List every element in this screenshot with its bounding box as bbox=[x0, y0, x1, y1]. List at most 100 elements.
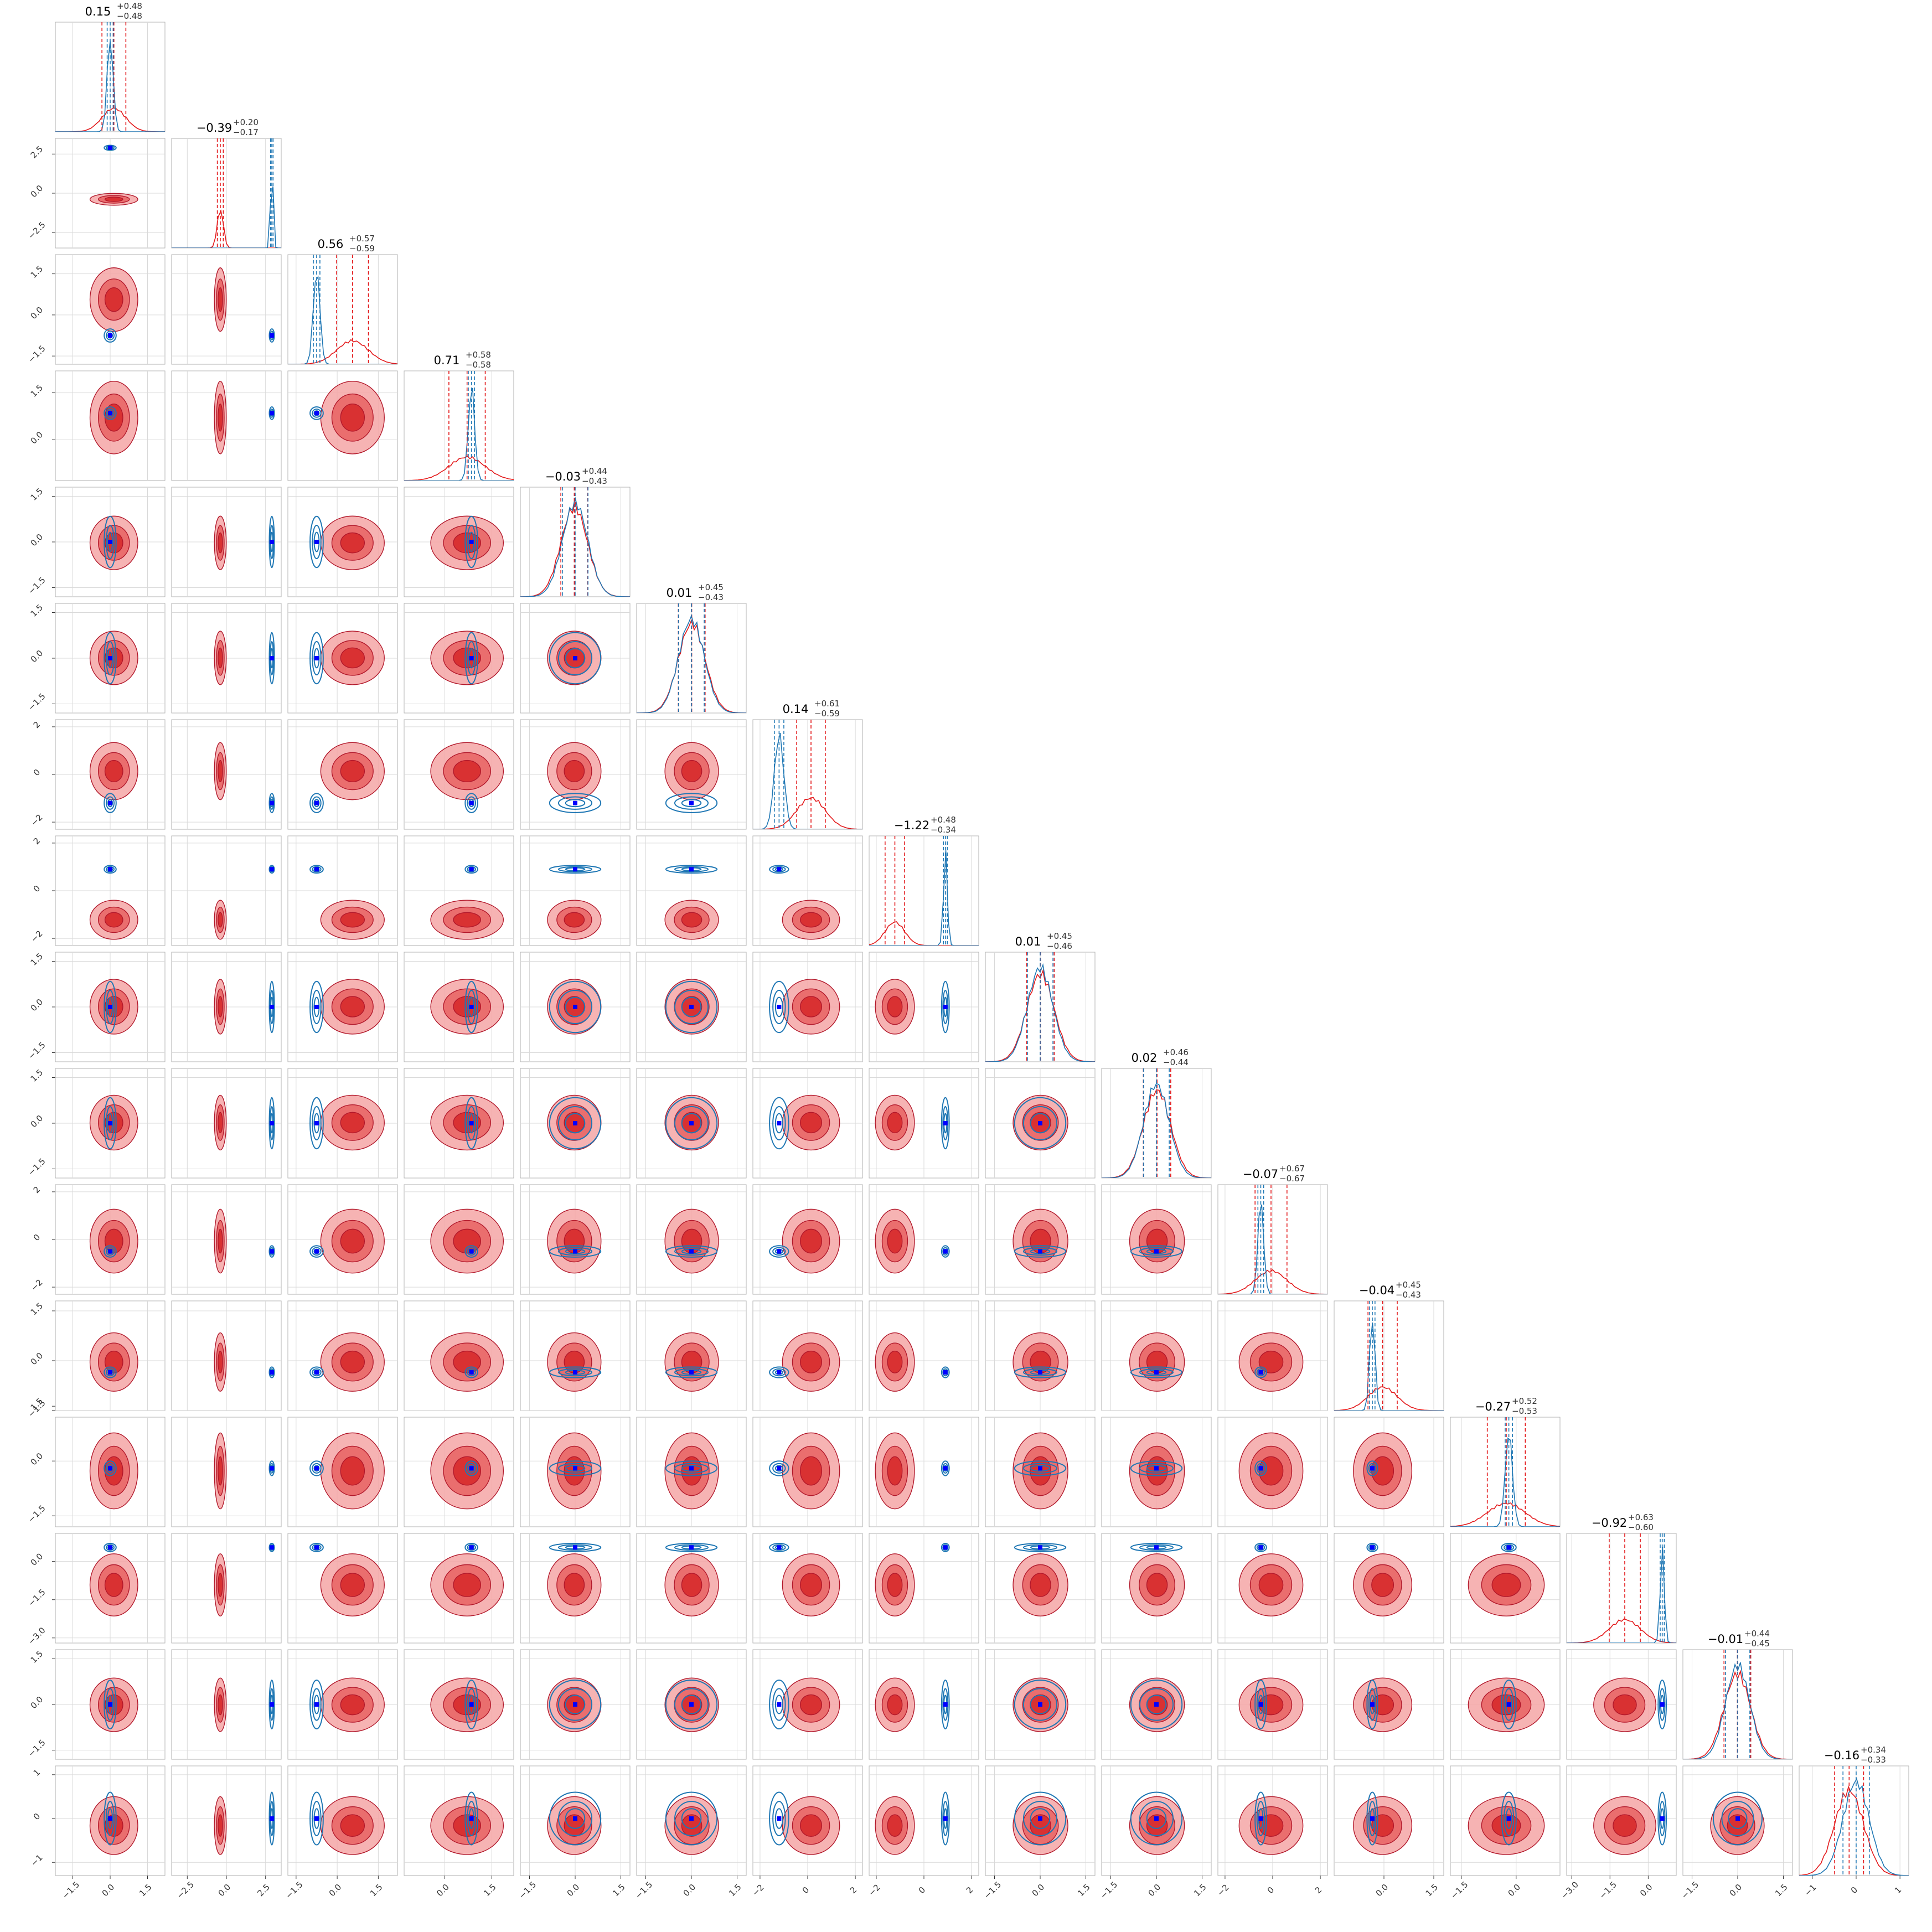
contour-panel bbox=[636, 1417, 747, 1527]
panel-content bbox=[869, 1417, 979, 1527]
panel-content bbox=[1218, 1185, 1327, 1294]
contour-blue bbox=[941, 1460, 950, 1476]
panel-content bbox=[1450, 1417, 1560, 1527]
contour-blue bbox=[313, 410, 320, 416]
contour-red bbox=[887, 1456, 903, 1486]
panel-content bbox=[1334, 1533, 1444, 1643]
contour-blue bbox=[107, 1465, 113, 1472]
panel-content bbox=[288, 603, 397, 713]
contour-blue bbox=[268, 1680, 275, 1729]
panel-title: −0.27 bbox=[1475, 1400, 1511, 1413]
panel-content bbox=[1334, 1417, 1444, 1527]
contour-panel bbox=[55, 1765, 166, 1876]
contour-panel bbox=[171, 1417, 282, 1527]
contour-blue bbox=[557, 796, 593, 810]
true-value-marker bbox=[108, 867, 112, 872]
contour-blue bbox=[1254, 1542, 1267, 1552]
y-tick-label: 0.0 bbox=[29, 183, 45, 200]
contour-blue bbox=[464, 980, 478, 1034]
panel-content bbox=[55, 1650, 165, 1759]
panel-content bbox=[869, 1766, 979, 1876]
contour-blue bbox=[104, 865, 117, 874]
contour-panel bbox=[55, 603, 166, 714]
contour-blue bbox=[309, 1680, 324, 1729]
contour-blue bbox=[1146, 1695, 1167, 1714]
true-value-marker bbox=[270, 1545, 275, 1550]
contour-blue bbox=[1256, 1688, 1265, 1721]
contour-blue bbox=[549, 980, 602, 1034]
contour-blue bbox=[105, 1801, 115, 1836]
contour-blue bbox=[467, 989, 476, 1025]
true-value-marker bbox=[469, 1249, 474, 1254]
contour-blue bbox=[104, 1366, 117, 1378]
histogram-panel bbox=[520, 487, 631, 597]
hist-blue bbox=[1567, 1547, 1676, 1643]
contour-blue bbox=[1366, 1791, 1378, 1846]
contour-panel bbox=[287, 952, 398, 1062]
title-minus: −0.67 bbox=[1279, 1174, 1305, 1184]
true-value-marker bbox=[108, 1702, 112, 1707]
contour-blue bbox=[312, 524, 322, 560]
x-tick-label: 0.0 bbox=[100, 1882, 117, 1899]
panel-title: −0.04 bbox=[1359, 1284, 1394, 1297]
contour-blue bbox=[313, 1113, 320, 1134]
panel-content bbox=[404, 836, 514, 946]
contour-panel bbox=[520, 835, 631, 946]
panel-content bbox=[1102, 1417, 1211, 1527]
hist-red bbox=[1799, 1785, 1909, 1876]
title-median: −0.03 bbox=[545, 470, 581, 483]
y-tick-label: −1.5 bbox=[26, 343, 47, 364]
contour-panel bbox=[55, 1068, 166, 1179]
contour-panel bbox=[869, 1068, 979, 1179]
histogram-panel bbox=[636, 603, 747, 714]
true-value-marker bbox=[1258, 1545, 1263, 1550]
contour-blue bbox=[464, 1245, 478, 1258]
contour-blue bbox=[1130, 1542, 1183, 1552]
x-tick-label: 2 bbox=[848, 1885, 859, 1895]
title-minus: −0.44 bbox=[1163, 1057, 1189, 1067]
y-tick-label: −1.5 bbox=[26, 1040, 47, 1061]
true-value-marker bbox=[469, 1121, 474, 1125]
contour-panel bbox=[404, 835, 514, 946]
contour-panel bbox=[636, 1533, 747, 1644]
contour-panel bbox=[985, 1300, 1096, 1411]
title-plus: +0.57 bbox=[349, 234, 375, 244]
contour-blue bbox=[1256, 1801, 1265, 1836]
contour-panel bbox=[869, 1533, 979, 1644]
panel-content bbox=[172, 138, 281, 248]
contour-blue bbox=[309, 632, 324, 685]
true-value-marker bbox=[1370, 1466, 1375, 1471]
contour-blue bbox=[1139, 1463, 1174, 1474]
contour-panel bbox=[1334, 1533, 1444, 1644]
true-value-marker bbox=[469, 867, 474, 872]
contour-blue bbox=[772, 1801, 786, 1836]
panel-content bbox=[172, 1650, 281, 1759]
contour-blue bbox=[105, 989, 115, 1025]
title-minus: −0.53 bbox=[1512, 1406, 1537, 1416]
true-value-marker bbox=[469, 1702, 474, 1707]
contour-panel bbox=[1101, 1300, 1212, 1411]
x-tick-label: 1.5 bbox=[1192, 1882, 1208, 1899]
contour-panel bbox=[1101, 1533, 1212, 1644]
panel-content bbox=[172, 1533, 281, 1643]
title-plus: +0.44 bbox=[582, 466, 607, 476]
contour-blue bbox=[557, 1688, 593, 1721]
title-median: 0.01 bbox=[667, 586, 693, 600]
true-value-marker bbox=[573, 1466, 577, 1471]
x-tick-label: −2 bbox=[1215, 1882, 1231, 1898]
panel-content bbox=[404, 720, 514, 829]
panel-content bbox=[404, 1185, 514, 1294]
contour-blue bbox=[1022, 1544, 1058, 1551]
contour-panel bbox=[287, 1649, 398, 1760]
contour-blue bbox=[105, 866, 115, 872]
true-value-marker bbox=[314, 540, 319, 544]
contour-red bbox=[340, 912, 365, 928]
title-plus: +0.48 bbox=[117, 1, 142, 11]
contour-red bbox=[340, 1456, 365, 1486]
contour-panel bbox=[287, 1417, 398, 1527]
x-tick-label: −1.5 bbox=[982, 1879, 1003, 1900]
contour-red bbox=[564, 760, 585, 783]
true-value-marker bbox=[469, 1005, 474, 1009]
hist-blue bbox=[1683, 1662, 1792, 1759]
contour-panel bbox=[404, 1184, 514, 1295]
